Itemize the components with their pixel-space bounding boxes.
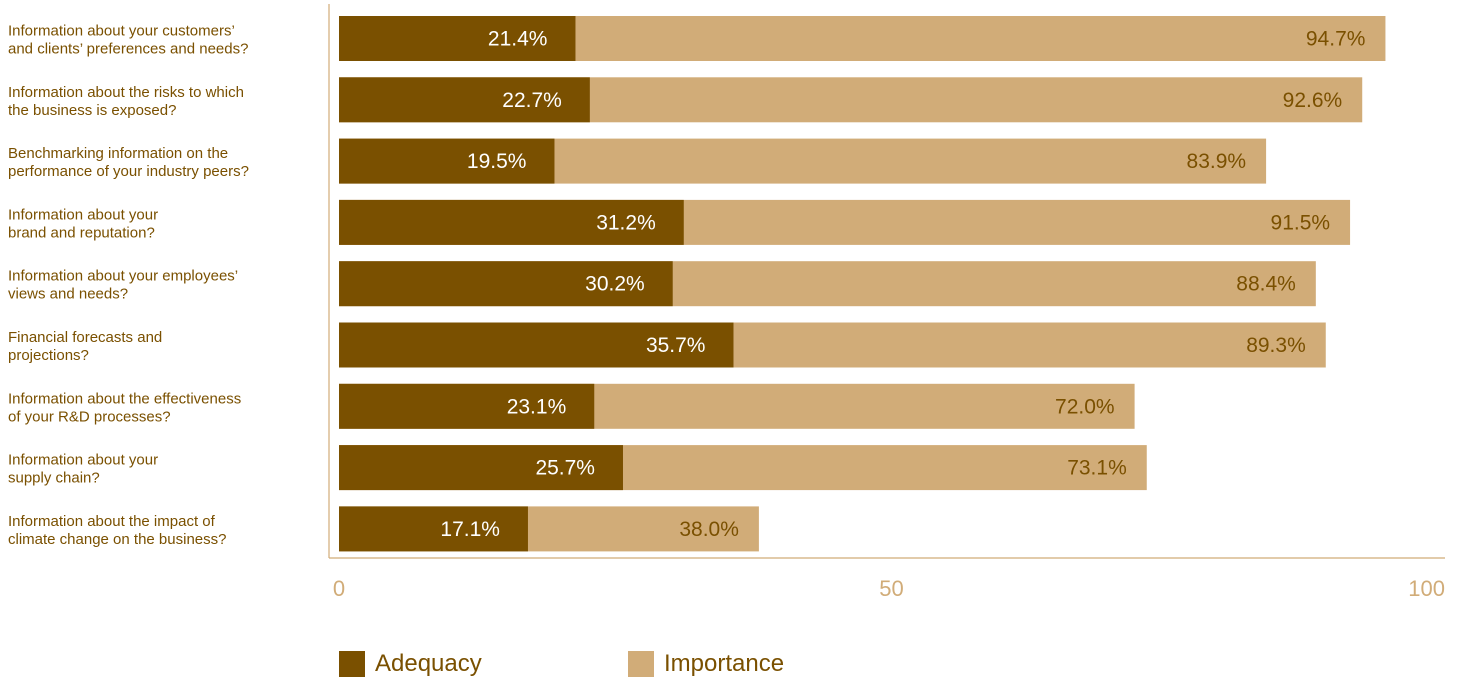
value-label-importance: 73.1% — [1067, 457, 1127, 480]
category-label-line: Information about the effectiveness — [8, 390, 241, 407]
bar-adequacy — [339, 322, 734, 368]
bar-adequacy — [339, 16, 576, 61]
category-label-line: Financial forecasts and — [8, 329, 162, 346]
bar-adequacy — [339, 199, 684, 245]
value-label-adequacy: 31.2% — [596, 211, 656, 234]
bar-adequacy — [339, 383, 595, 429]
category-label: Information about the impact of climate c… — [8, 513, 226, 548]
value-label-adequacy: 35.7% — [646, 334, 706, 357]
bar-adequacy — [339, 445, 623, 491]
bar-adequacy — [339, 77, 590, 123]
category-label-line: performance of your industry peers? — [8, 163, 249, 180]
value-label-importance: 92.6% — [1283, 89, 1343, 112]
category-label-line: Information about the impact of — [8, 513, 216, 530]
category-label-line: of your R&D processes? — [8, 408, 171, 425]
value-label-adequacy: 22.7% — [502, 89, 562, 112]
value-label-importance: 91.5% — [1271, 211, 1331, 234]
x-tick-label: 0 — [333, 576, 345, 601]
legend-adequacy: Adequacy — [339, 650, 482, 678]
category-label-line: Information about the risks to which — [8, 84, 244, 101]
category-label-line: Information about your — [8, 206, 158, 223]
category-label: Benchmarking information on the performan… — [8, 145, 249, 180]
value-labels: 21.4% 94.7% 22.7% 92.6% 19.5% 83.9% 31.2% 91.5%… — [440, 28, 1365, 541]
category-labels: Information about your customers’ and cli… — [8, 23, 249, 548]
value-label-adequacy: 23.1% — [507, 395, 567, 418]
category-label: Information about your customers’ and cli… — [8, 23, 248, 58]
value-label-adequacy: 17.1% — [440, 518, 500, 541]
value-label-importance: 89.3% — [1246, 334, 1306, 357]
legend-importance: Importance — [628, 650, 784, 678]
value-label-importance: 38.0% — [679, 518, 739, 541]
category-label-line: the business is exposed? — [8, 102, 176, 119]
legend-label-importance: Importance — [664, 650, 785, 677]
bar-adequacy — [339, 506, 528, 552]
category-label-line: supply chain? — [8, 470, 100, 487]
value-label-adequacy: 19.5% — [467, 150, 527, 173]
category-label: Information about your employees’ views a… — [8, 268, 238, 303]
value-label-adequacy: 25.7% — [535, 457, 595, 480]
category-label-line: brand and reputation? — [8, 224, 155, 241]
category-label: Information about your supply chain? — [8, 452, 158, 487]
category-label-line: Information about your — [8, 452, 158, 469]
value-label-importance: 94.7% — [1306, 28, 1366, 51]
axes: 0 50 100 — [328, 4, 1445, 601]
value-label-importance: 72.0% — [1055, 395, 1115, 418]
value-label-adequacy: 21.4% — [488, 28, 548, 51]
bar-chart: Information about your customers’ and cli… — [8, 4, 1445, 601]
category-label: Financial forecasts and projections? — [8, 329, 162, 364]
category-label-line: climate change on the business? — [8, 531, 226, 548]
category-label-line: Information about your employees’ — [8, 268, 238, 285]
category-label-line: views and needs? — [8, 286, 128, 303]
value-label-importance: 88.4% — [1236, 273, 1296, 296]
bar-adequacy — [339, 261, 673, 307]
x-tick-label: 100 — [1408, 576, 1445, 601]
category-label: Information about the effectiveness of yo… — [8, 390, 241, 425]
category-label-line: Benchmarking information on the — [8, 145, 228, 162]
category-label-line: projections? — [8, 347, 89, 364]
category-label-line: and clients’ preferences and needs? — [8, 41, 248, 58]
value-label-adequacy: 30.2% — [585, 273, 645, 296]
legend-label-adequacy: Adequacy — [375, 650, 482, 677]
category-label-line: Information about your customers’ — [8, 23, 235, 40]
x-tick-label: 50 — [879, 576, 903, 601]
category-label: Information about the risks to which the … — [8, 84, 244, 119]
value-label-importance: 83.9% — [1187, 150, 1247, 173]
category-label: Information about your brand and reputati… — [8, 206, 158, 241]
legend-swatch-adequacy — [339, 651, 365, 677]
bars — [339, 16, 1386, 552]
legend-swatch-importance — [628, 651, 654, 677]
bar-adequacy — [339, 138, 555, 184]
